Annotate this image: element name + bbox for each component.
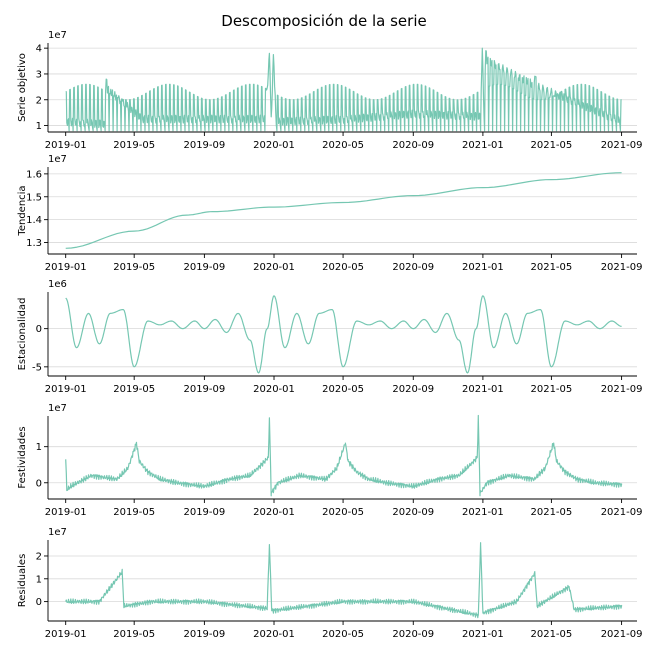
multiplier-estacionalidad: 1e6 [48,279,67,290]
series-line-estacionalidad [65,295,622,374]
ylabel-tendencia: Tendencia [17,185,28,236]
xtick-label-residuales-4: 2020-05 [322,629,364,640]
xtick-label-festividades-5: 2020-09 [392,507,434,518]
xtick-label-tendencia-3: 2020-01 [253,262,295,273]
multiplier-tendencia: 1e7 [48,154,67,165]
xtick-label-tendencia-8: 2021-09 [601,262,643,273]
ytick-label-serie-3: 4 [36,44,42,55]
panel-estacionalidad: -5 0 2019-01 2019-05 2019-09 2020-01 2020-05 20… [17,279,642,395]
xtick-label-tendencia-5: 2020-09 [392,262,434,273]
xtick-label-tendencia-6: 2021-01 [462,262,504,273]
xtick-label-serie-5: 2020-09 [392,140,434,151]
xtick-label-serie-3: 2020-01 [253,140,295,151]
xtick-label-estacionalidad-8: 2021-09 [601,384,643,395]
xtick-label-serie-1: 2019-05 [113,140,155,151]
xtick-label-estacionalidad-5: 2020-09 [392,384,434,395]
xtick-label-residuales-1: 2019-05 [113,629,155,640]
xtick-label-tendencia-1: 2019-05 [113,262,155,273]
ytick-label-residuales-1: 1 [36,574,42,585]
xtick-label-estacionalidad-7: 2021-05 [530,384,572,395]
xtick-label-residuales-0: 2019-01 [45,629,87,640]
ytick-label-residuales-0: 0 [36,597,42,608]
xtick-label-residuales-7: 2021-05 [530,629,572,640]
panel-tendencia: 1.3 1.4 1.5 1.6 2019-01 2019-05 2019-09 2020-01… [17,154,642,273]
xtick-label-serie-8: 2021-09 [601,140,643,151]
ytick-label-residuales-2: 2 [36,551,42,562]
xtick-label-residuales-2: 2019-09 [183,629,225,640]
xtick-label-serie-7: 2021-05 [530,140,572,151]
xtick-label-festividades-7: 2021-05 [530,507,572,518]
xtick-label-tendencia-7: 2021-05 [530,262,572,273]
ytick-label-tendencia-0: 1.3 [26,238,42,249]
ytick-label-festividades-1: 1 [36,442,42,453]
xtick-label-estacionalidad-6: 2021-01 [462,384,504,395]
xtick-label-serie-4: 2020-05 [322,140,364,151]
series-line-tendencia [65,172,622,249]
ytick-label-festividades-0: 0 [36,478,42,489]
ylabel-festividades: Festividades [17,426,28,488]
multiplier-serie: 1e7 [48,30,67,41]
ytick-label-serie-1: 2 [36,95,42,106]
ytick-label-tendencia-2: 1.5 [26,192,42,203]
ytick-label-tendencia-3: 1.6 [26,169,42,180]
ytick-label-serie-2: 3 [36,69,42,80]
xtick-label-estacionalidad-0: 2019-01 [45,384,87,395]
xtick-label-estacionalidad-4: 2020-05 [322,384,364,395]
panels: 1 2 3 4 2019-01 2019-05 2019-09 2020-01 2020-05 2… [17,30,642,640]
multiplier-residuales: 1e7 [48,527,67,538]
xtick-label-tendencia-4: 2020-05 [322,262,364,273]
xtick-label-festividades-1: 2019-05 [113,507,155,518]
ylabel-serie: Serie objetivo [17,53,28,122]
ytick-label-tendencia-1: 1.4 [26,215,42,226]
xtick-label-festividades-4: 2020-05 [322,507,364,518]
xtick-label-serie-0: 2019-01 [45,140,87,151]
multiplier-festividades: 1e7 [48,403,67,414]
xtick-label-estacionalidad-1: 2019-05 [113,384,155,395]
xtick-label-festividades-2: 2019-09 [183,507,225,518]
series-line-serie [65,47,622,132]
ylabel-residuales: Residuales [17,554,28,608]
panel-residuales: 0 1 2 2019-01 2019-05 2019-09 2020-01 2020-05 20… [17,527,642,640]
xtick-label-festividades-3: 2020-01 [253,507,295,518]
series-line-residuales [65,542,623,619]
ytick-label-serie-0: 1 [36,121,42,132]
xtick-label-tendencia-2: 2019-09 [183,262,225,273]
xtick-label-residuales-8: 2021-09 [601,629,643,640]
xtick-label-residuales-3: 2020-01 [253,629,295,640]
xtick-label-serie-2: 2019-09 [183,140,225,151]
xtick-label-residuales-5: 2020-09 [392,629,434,640]
ylabel-estacionalidad: Estacionalidad [17,298,28,371]
xtick-label-tendencia-0: 2019-01 [45,262,87,273]
xtick-label-serie-6: 2021-01 [462,140,504,151]
xtick-label-estacionalidad-3: 2020-01 [253,384,295,395]
xtick-label-festividades-6: 2021-01 [462,507,504,518]
xtick-label-estacionalidad-2: 2019-09 [183,384,225,395]
xtick-label-festividades-0: 2019-01 [45,507,87,518]
panel-festividades: 0 1 2019-01 2019-05 2019-09 2020-01 2020-05 202… [17,403,642,518]
panel-serie: 1 2 3 4 2019-01 2019-05 2019-09 2020-01 2020-05 2… [17,30,642,151]
ytick-label-estacionalidad-0: -5 [32,362,42,373]
series-line-festividades [65,414,623,497]
figure-title: Descomposición de la serie [221,12,426,30]
xtick-label-residuales-6: 2021-01 [462,629,504,640]
ytick-label-estacionalidad-1: 0 [36,324,42,335]
xtick-label-festividades-8: 2021-09 [601,507,643,518]
